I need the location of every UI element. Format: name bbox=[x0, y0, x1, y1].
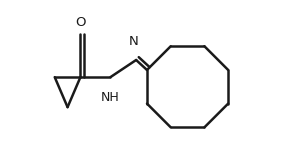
Text: N: N bbox=[128, 35, 138, 48]
Text: O: O bbox=[75, 16, 86, 29]
Text: NH: NH bbox=[101, 91, 120, 104]
